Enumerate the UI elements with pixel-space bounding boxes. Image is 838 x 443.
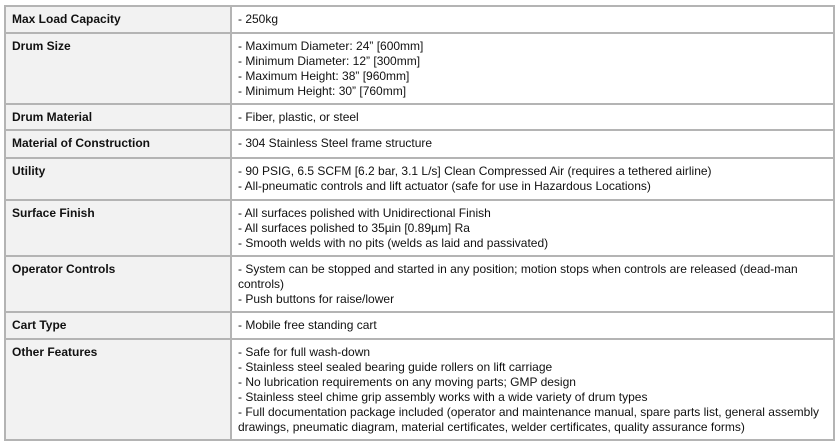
spec-label: Drum Material [4,103,232,131]
spec-value: - Maximum Diameter: 24” [600mm] - Minimum… [230,32,835,105]
table-row: Cart Type - Mobile free standing cart [4,311,835,340]
spec-value-line: - Minimum Diameter: 12” [300mm] [238,54,421,68]
spec-value-line: - All-pneumatic controls and lift actuat… [238,179,651,193]
spec-value: - Safe for full wash-down - Stainless ste… [230,338,835,441]
table-row: Utility - 90 PSIG, 6.5 SCFM [6.2 bar, 3.1… [4,157,835,201]
spec-label: Drum Size [4,32,232,105]
spec-value-line: - 250kg [238,12,279,26]
specifications-table: Max Load Capacity - 250kg Drum Size - Maxim… [4,5,835,441]
spec-value: - 304 Stainless Steel frame structure [230,129,835,159]
spec-value-line: - 90 PSIG, 6.5 SCFM [6.2 bar, 3.1 L/s] C… [238,164,712,178]
spec-value-line: - Fiber, plastic, or steel [238,110,359,124]
spec-value: - 250kg [230,5,835,34]
spec-value: - System can be stopped and started in a… [230,255,835,313]
spec-value-line: - Stainless steel chime grip assembly wo… [238,390,648,404]
spec-value-line: - Minimum Height: 30” [760mm] [238,84,407,98]
spec-value-line: - No lubrication requirements on any mov… [238,375,576,389]
spec-value-line: - System can be stopped and started in a… [238,262,798,291]
spec-value-line: - Push buttons for raise/lower [238,292,395,306]
table-row: Max Load Capacity - 250kg [4,5,835,34]
specifications-table-body: Max Load Capacity - 250kg Drum Size - Maxim… [4,5,835,441]
table-row: Material of Construction - 304 Stainless … [4,129,835,159]
spec-value-line: - Mobile free standing cart [238,318,377,332]
table-row: Drum Material - Fiber, plastic, or steel [4,103,835,131]
spec-label: Utility [4,157,232,201]
spec-value-line: - Full documentation package included (o… [238,405,819,434]
spec-value-line: - Maximum Height: 38” [960mm] [238,69,410,83]
spec-label: Cart Type [4,311,232,340]
table-row: Surface Finish - All surfaces polished wi… [4,199,835,257]
spec-label: Material of Construction [4,129,232,159]
spec-value: - 90 PSIG, 6.5 SCFM [6.2 bar, 3.1 L/s] C… [230,157,835,201]
table-row: Operator Controls - System can be stopped… [4,255,835,313]
spec-value-line: - All surfaces polished to 35µin [0.89µm… [238,221,470,235]
spec-label: Surface Finish [4,199,232,257]
spec-label: Operator Controls [4,255,232,313]
spec-value: - Mobile free standing cart [230,311,835,340]
spec-value-line: - Maximum Diameter: 24” [600mm] [238,39,424,53]
table-row: Drum Size - Maximum Diameter: 24” [600mm]… [4,32,835,105]
spec-value: - All surfaces polished with Unidirectio… [230,199,835,257]
spec-label: Other Features [4,338,232,441]
spec-value-line: - 304 Stainless Steel frame structure [238,136,433,150]
spec-value-line: - Smooth welds with no pits (welds as la… [238,236,549,250]
spec-value-line: - Stainless steel sealed bearing guide r… [238,360,553,374]
spec-label: Max Load Capacity [4,5,232,34]
spec-value: - Fiber, plastic, or steel [230,103,835,131]
spec-value-line: - Safe for full wash-down [238,345,371,359]
spec-value-line: - All surfaces polished with Unidirectio… [238,206,491,220]
table-row: Other Features - Safe for full wash-down -… [4,338,835,441]
